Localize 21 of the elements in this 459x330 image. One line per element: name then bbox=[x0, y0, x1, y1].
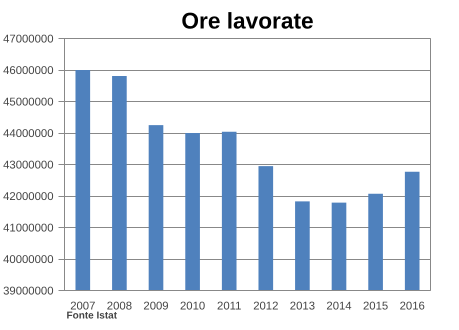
y-tick-label: 39000000 bbox=[3, 286, 54, 298]
y-tick-label: 45000000 bbox=[3, 96, 54, 108]
chart-title: Ore lavorate bbox=[181, 8, 314, 34]
x-tick-label: 2011 bbox=[217, 300, 242, 312]
source-note: Fonte Istat bbox=[66, 310, 118, 322]
x-tick-label: 2007 bbox=[70, 300, 96, 312]
x-tick-label: 2008 bbox=[106, 300, 132, 312]
y-tick-label: 40000000 bbox=[3, 254, 54, 266]
y-tick-label: 42000000 bbox=[3, 191, 54, 203]
y-tick-label: 43000000 bbox=[3, 160, 54, 172]
y-tick-label: 41000000 bbox=[3, 222, 54, 234]
x-tick-label: 2009 bbox=[143, 300, 169, 312]
x-tick-label: 2014 bbox=[326, 300, 352, 312]
x-tick-label: 2015 bbox=[363, 300, 388, 312]
y-tick-label: 46000000 bbox=[3, 65, 54, 77]
x-tick-label: 2010 bbox=[180, 300, 206, 312]
x-tick-label: 2012 bbox=[253, 300, 278, 312]
y-tick-label: 47000000 bbox=[3, 34, 54, 46]
x-tick-label: 2016 bbox=[400, 300, 425, 312]
x-tick-label: 2013 bbox=[290, 300, 316, 312]
y-tick-label: 44000000 bbox=[3, 128, 54, 140]
